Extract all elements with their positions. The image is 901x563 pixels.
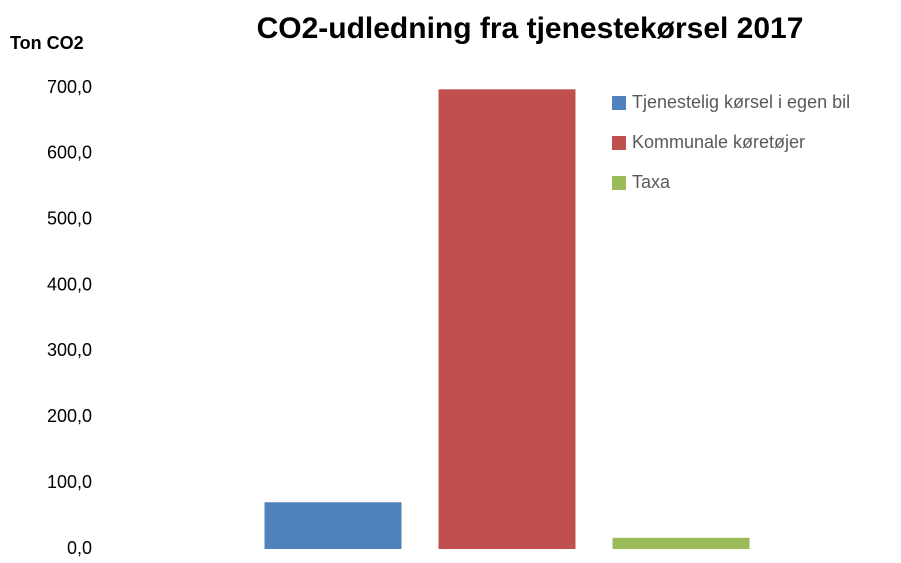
bar [264,502,402,549]
legend-swatch [612,176,626,190]
legend-label: Taxa [632,172,671,192]
y-tick-label: 500,0 [47,208,92,228]
y-tick-label: 0,0 [67,538,92,558]
legend-swatch [612,96,626,110]
chart-title: CO2-udledning fra tjenestekørsel 2017 [257,12,804,45]
y-tick-label: 200,0 [47,406,92,426]
y-tick-label: 600,0 [47,143,92,163]
legend-label: Tjenestelig kørsel i egen bil [632,92,850,112]
bar [438,89,576,550]
legend-label: Kommunale køretøjer [632,132,805,152]
y-tick-label: 700,0 [47,77,92,97]
y-tick-label: 400,0 [47,274,92,294]
legend-swatch [612,136,626,150]
y-axis-label: Ton CO2 [10,33,84,53]
y-tick-label: 100,0 [47,472,92,492]
y-tick-label: 300,0 [47,340,92,360]
bar [612,537,750,549]
